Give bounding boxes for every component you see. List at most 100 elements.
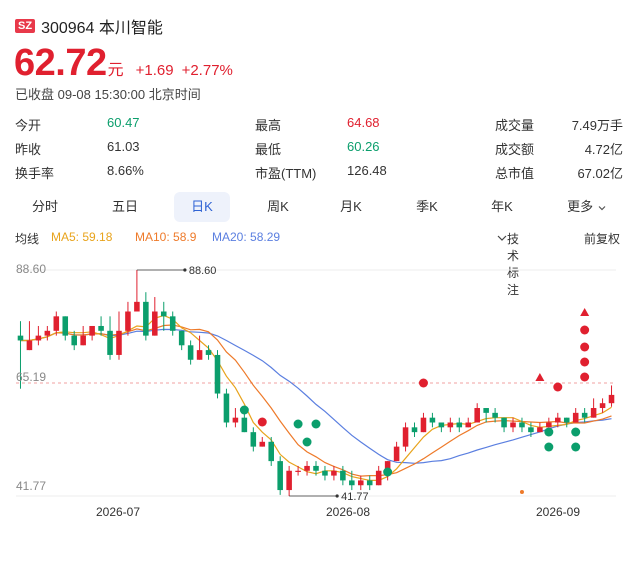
candle-body [134,301,140,312]
stat-label-low: 最低 [255,142,282,157]
collapse-icon [497,235,507,241]
candle-body [420,417,427,433]
candle-body [546,422,552,428]
tab-yearly-k[interactable]: 年K [491,199,513,214]
candle-body [152,311,158,336]
candle-body [366,480,373,486]
signal-marker [544,427,554,437]
tab-monthly-k[interactable]: 月K [340,199,362,214]
candle-body [71,335,77,346]
tech-annotation-toggle[interactable]: 技术标注 [497,230,519,297]
signal-marker [544,442,554,452]
signal-marker [383,467,393,477]
signal-marker [239,405,249,415]
candle-body [98,325,104,331]
low-annotation: 41.77 [341,491,369,503]
candle-body [44,330,51,336]
candle-body [555,417,561,423]
price-change-pct: +2.77% [181,62,233,79]
tab-daily-k[interactable]: 日K [174,192,230,222]
candle-body [322,470,328,476]
market-status: 已收盘 09-08 15:30:00 北京时间 [15,87,201,102]
stat-value-volume: 7.49万手 [571,118,623,133]
y-tick-label: 88.60 [16,262,46,276]
stat-value-turnover-amount: 4.72亿 [584,142,623,157]
stat-label-turnover-amount: 成交额 [495,142,535,157]
price-change: +1.69 [135,62,174,79]
signal-marker [571,442,581,452]
candle-body [349,480,355,486]
stat-label-open: 今开 [15,118,42,133]
candle-body [313,465,319,471]
candle-body [608,394,615,404]
tab-weekly-k[interactable]: 周K [267,199,289,214]
candle-body [563,417,570,423]
stat-label-market-cap: 总市值 [495,166,535,181]
candle-body [286,470,292,491]
stat-value-pe: 126.48 [347,163,387,178]
candle-body [214,354,221,394]
stat-value-high: 64.68 [347,115,380,130]
kline-chart[interactable]: 88.60 65.19 41.77 2026-07 2026-08 2026-09 88.6… [0,252,638,524]
stat-value-prev-close: 61.03 [107,139,140,154]
stats-row: 昨收 61.03 最低 60.26 成交额 4.72亿 [15,136,625,160]
candle-body [107,330,113,355]
candle-body [205,350,212,355]
signal-marker [257,417,267,427]
adjust-toggle[interactable]: 前复权 [584,232,621,246]
signal-triangle [580,308,590,316]
candle-body [447,422,454,428]
candle-body [340,470,346,481]
tab-intraday[interactable]: 分时 [31,199,58,214]
x-tick-label: 2026-09 [536,505,580,519]
stat-label-prev-close: 昨收 [15,142,42,157]
stats-row: 换手率 8.66% 市盈(TTM) 126.48 总市值 67.02亿 [15,160,625,184]
candle-body [572,412,579,423]
tab-five-day[interactable]: 五日 [111,199,138,214]
tab-more[interactable]: 更多 [554,192,620,222]
signal-marker [302,437,312,447]
tab-quarterly-k[interactable]: 季K [416,199,438,214]
ma5-value: MA5: 59.18 [51,230,113,244]
y-tick-label: 41.77 [16,479,46,493]
candle-body [241,417,248,433]
candle-body [223,393,230,423]
ma10-value: MA10: 58.9 [135,230,197,244]
signal-marker [571,427,581,437]
candle-body [53,316,60,331]
period-tabs: 分时 五日 日K 周K 月K 季K 年K 更多 [10,192,628,222]
price-row: 62.72 元 +1.69 +2.77% [14,42,233,85]
stat-label-volume: 成交量 [495,118,535,133]
stat-value-turnover-rate: 8.66% [107,163,144,178]
candle-body [187,345,194,360]
signal-marker [293,419,303,429]
ma-label: 均线 [15,232,40,246]
candle-body [411,427,418,433]
stat-label-high: 最高 [255,118,282,133]
candle-body [89,325,95,336]
signal-marker [580,342,590,352]
candle-body [483,408,489,413]
signal-marker [418,378,428,388]
candle-body [331,470,337,476]
current-price: 62.72 [14,42,107,84]
exchange-badge: SZ [15,19,36,33]
candle-body [599,403,606,409]
candle-body [358,480,364,486]
candle-body [277,461,283,491]
signal-marker [311,419,321,429]
signal-triangle [535,373,545,381]
candle-body [160,311,167,317]
candle-body [501,417,507,428]
candle-body [26,340,33,351]
candle-body [196,350,203,360]
stat-label-turnover-rate: 换手率 [15,166,55,181]
candle-body [510,422,516,428]
candle-body [35,335,42,341]
candle-body [259,441,266,447]
candle-body [393,446,400,462]
y-tick-label: 65.19 [16,370,46,384]
candle-body [17,335,24,341]
stat-value-market-cap: 67.02亿 [577,166,623,181]
